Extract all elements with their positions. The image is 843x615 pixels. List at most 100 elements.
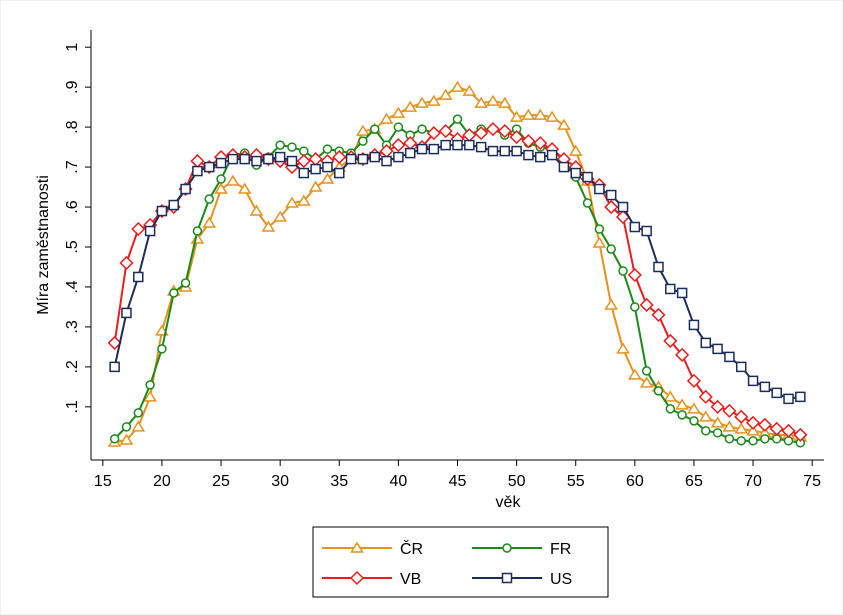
marker: [379, 112, 394, 124]
marker: [287, 142, 297, 152]
marker: [486, 94, 500, 106]
marker: [427, 94, 441, 106]
marker: [169, 288, 179, 298]
marker: [698, 389, 713, 404]
marker: [452, 114, 463, 124]
marker: [605, 189, 617, 201]
marker: [604, 298, 619, 310]
marker: [393, 122, 404, 132]
marker: [628, 368, 642, 380]
marker: [582, 171, 593, 183]
marker: [724, 434, 735, 444]
marker: [712, 343, 723, 355]
marker: [677, 410, 687, 420]
marker: [665, 283, 676, 295]
legend-marker: [349, 570, 365, 586]
marker: [192, 226, 203, 236]
marker: [497, 96, 512, 108]
marker: [722, 420, 737, 432]
marker: [274, 151, 286, 163]
marker: [746, 415, 761, 430]
marker: [710, 399, 725, 414]
marker: [121, 422, 132, 432]
marker: [497, 124, 512, 139]
marker: [144, 225, 156, 237]
marker: [263, 153, 274, 165]
marker: [237, 182, 252, 194]
marker: [592, 236, 607, 248]
marker: [485, 122, 501, 137]
marker: [781, 423, 796, 438]
x-tick-label: 40: [389, 473, 407, 490]
marker: [535, 151, 546, 163]
marker: [665, 404, 676, 414]
marker: [131, 221, 146, 237]
marker: [415, 96, 429, 108]
legend-box: [312, 526, 609, 598]
legend-marker: [502, 543, 512, 553]
marker: [298, 167, 310, 179]
marker: [783, 393, 794, 405]
marker: [356, 124, 370, 136]
y-tick-label: 1: [64, 43, 81, 52]
x-tick-label: 55: [567, 473, 585, 490]
marker: [119, 255, 134, 271]
marker: [641, 225, 652, 237]
legend-marker: [350, 541, 364, 553]
marker: [131, 420, 146, 432]
marker: [629, 221, 641, 233]
marker: [617, 201, 629, 213]
y-tick-label: .2: [64, 360, 81, 373]
x-tick-label: 45: [449, 473, 467, 490]
marker: [296, 194, 311, 206]
marker: [734, 422, 749, 434]
marker: [698, 410, 713, 422]
y-tick-label: .6: [64, 200, 81, 213]
marker: [156, 205, 168, 217]
marker: [710, 416, 725, 428]
x-tick-label: 25: [212, 473, 230, 490]
marker: [192, 165, 203, 177]
marker: [332, 150, 347, 165]
marker: [675, 398, 689, 410]
marker: [688, 319, 700, 331]
marker: [712, 428, 723, 438]
y-tick-label: .5: [64, 240, 81, 253]
marker: [747, 375, 759, 387]
marker: [133, 408, 144, 418]
marker: [275, 140, 285, 150]
y-tick-label: .4: [64, 280, 81, 293]
marker: [462, 84, 477, 96]
marker: [689, 416, 699, 426]
marker: [296, 154, 311, 169]
marker: [157, 344, 167, 354]
x-tick-label: 60: [626, 473, 644, 490]
marker: [604, 199, 619, 215]
x-tick-label: 65: [685, 473, 703, 490]
y-tick-label: .7: [64, 160, 81, 173]
marker: [345, 153, 357, 165]
marker: [204, 194, 214, 204]
marker: [630, 302, 640, 312]
marker: [107, 335, 122, 350]
marker: [651, 307, 666, 322]
legend-label: ČR: [400, 539, 423, 558]
marker: [663, 333, 678, 348]
marker: [450, 80, 465, 92]
marker: [653, 261, 664, 273]
marker: [109, 434, 120, 444]
marker: [440, 139, 451, 151]
marker: [686, 373, 702, 388]
marker: [334, 167, 345, 179]
marker: [322, 161, 333, 173]
marker: [475, 141, 487, 153]
marker: [308, 180, 323, 192]
marker: [249, 204, 264, 216]
marker: [227, 153, 239, 165]
marker: [663, 390, 678, 402]
marker: [474, 96, 488, 108]
marker: [464, 139, 475, 151]
